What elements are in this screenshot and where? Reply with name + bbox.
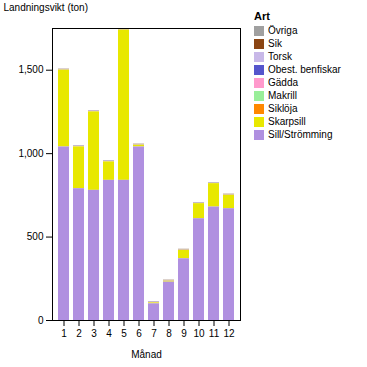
svg-text:0: 0 <box>38 315 44 326</box>
html-text:Siklöja: Siklöja <box>268 103 298 114</box>
svg-text:5: 5 <box>121 328 127 339</box>
html-text:Sik: Sik <box>268 38 282 49</box>
svg-text:11: 11 <box>209 328 220 339</box>
html-text:Obest. benfiskar: Obest. benfiskar <box>268 64 341 75</box>
html-text:Övriga: Övriga <box>268 25 298 36</box>
svg-text:2: 2 <box>76 328 82 339</box>
svg-text:12: 12 <box>223 328 235 339</box>
html-text:Art: Art <box>254 10 270 22</box>
svg-text:8: 8 <box>166 328 172 339</box>
svg-text:Landningsvikt (ton): Landningsvikt (ton) <box>4 2 89 13</box>
svg-text:9: 9 <box>181 328 187 339</box>
svg-text:1: 1 <box>61 328 67 339</box>
html-text:Torsk: Torsk <box>268 51 292 62</box>
svg-text:3: 3 <box>91 328 97 339</box>
html-text:Sill/Strömming: Sill/Strömming <box>268 129 333 140</box>
svg-text:7: 7 <box>151 328 157 339</box>
svg-text:4: 4 <box>106 328 112 339</box>
svg-text:Månad: Månad <box>131 349 162 360</box>
svg-text:1,000: 1,000 <box>18 148 43 159</box>
svg-text:1,500: 1,500 <box>18 64 43 75</box>
html-text:Makrill: Makrill <box>268 90 297 101</box>
svg-text:6: 6 <box>136 328 142 339</box>
html-text:Gädda: Gädda <box>268 77 298 88</box>
svg-text:500: 500 <box>27 231 44 242</box>
html-text:Skarpsill: Skarpsill <box>268 116 306 127</box>
svg-text:10: 10 <box>193 328 205 339</box>
